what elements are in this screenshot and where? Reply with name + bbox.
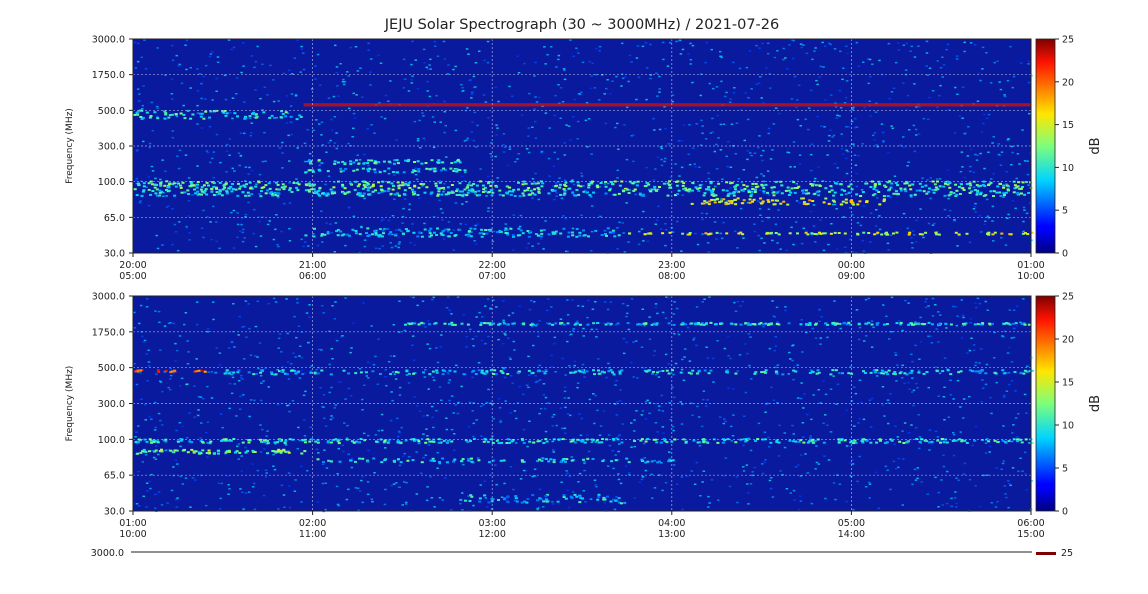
x-tick-label-top: 20:00 bbox=[119, 260, 146, 271]
partial-colorbar-tick: 25 bbox=[1061, 548, 1073, 559]
x-tick-label-top: 06:00 bbox=[1017, 518, 1044, 529]
y-tick-label: 1750.0 bbox=[92, 70, 125, 81]
colorbar-tick-label: 0 bbox=[1062, 249, 1068, 260]
y-tick-label: 500.0 bbox=[98, 363, 125, 374]
grid-lines bbox=[133, 39, 1031, 253]
x-tick-label-bottom: 08:00 bbox=[658, 271, 685, 282]
colorbar-tick-label: 25 bbox=[1062, 35, 1074, 46]
partial-third-panel: 3000.0 25 bbox=[91, 548, 1073, 559]
x-tick-label-top: 04:00 bbox=[658, 518, 685, 529]
x-tick-label-top: 23:00 bbox=[658, 260, 685, 271]
x-tick-label-bottom: 12:00 bbox=[479, 529, 506, 540]
x-tick-label-top: 22:00 bbox=[479, 260, 506, 271]
x-tick-label-bottom: 15:00 bbox=[1017, 529, 1044, 540]
y-tick-label: 30.0 bbox=[104, 507, 125, 518]
x-tick-label-bottom: 10:00 bbox=[119, 529, 146, 540]
y-tick-label: 1750.0 bbox=[92, 327, 125, 338]
colorbar-tick-label: 0 bbox=[1062, 507, 1068, 518]
y-tick-label: 65.0 bbox=[104, 213, 125, 224]
y-axis-label: Frequency (MHz) bbox=[65, 366, 75, 442]
colorbar-tick-label: 5 bbox=[1062, 464, 1068, 475]
colorbar-label: dB bbox=[1088, 137, 1103, 154]
spectrogram-panel-1: 30.0 65.0 100.0 300.0 500.0 1750.0 3000.0 Frequ… bbox=[65, 35, 1103, 283]
x-tick-label-top: 05:00 bbox=[838, 518, 865, 529]
x-tick-label-top: 01:00 bbox=[1017, 260, 1044, 271]
colorbar-tick-label: 10 bbox=[1062, 421, 1074, 432]
x-tick-label-bottom: 11:00 bbox=[299, 529, 326, 540]
colorbar-tick-label: 20 bbox=[1062, 77, 1074, 88]
y-tick-label: 500.0 bbox=[98, 106, 125, 117]
colorbar-tick-label: 15 bbox=[1062, 378, 1074, 389]
x-tick-label-top: 03:00 bbox=[479, 518, 506, 529]
x-tick-label-bottom: 14:00 bbox=[838, 529, 865, 540]
colorbar bbox=[1035, 295, 1056, 512]
x-tick-label-bottom: 05:00 bbox=[119, 271, 146, 282]
x-tick-label-bottom: 13:00 bbox=[658, 529, 685, 540]
colorbar-tick-label: 15 bbox=[1062, 120, 1074, 131]
colorbar-tick-label: 10 bbox=[1062, 163, 1074, 174]
y-tick-label: 300.0 bbox=[98, 142, 125, 153]
y-tick-label: 65.0 bbox=[104, 471, 125, 482]
y-tick-label: 3000.0 bbox=[92, 292, 125, 303]
x-tick-label-bottom: 10:00 bbox=[1017, 271, 1044, 282]
emission-bands bbox=[133, 103, 1034, 238]
y-tick-label: 100.0 bbox=[98, 177, 125, 188]
x-tick-label-bottom: 07:00 bbox=[479, 271, 506, 282]
chart-title: JEJU Solar Spectrograph (30 ~ 3000MHz) /… bbox=[384, 17, 779, 33]
spectrogram-panel-2: 30.0 65.0 100.0 300.0 500.0 1750.0 3000.0 Frequ… bbox=[65, 292, 1103, 541]
x-tick-label-top: 01:00 bbox=[119, 518, 146, 529]
colorbar-tick-label: 25 bbox=[1062, 292, 1074, 303]
x-tick-label-top: 00:00 bbox=[838, 260, 865, 271]
colorbar bbox=[1035, 38, 1056, 254]
y-tick-label: 300.0 bbox=[98, 399, 125, 410]
spectrogram-noise bbox=[133, 296, 1034, 513]
x-tick-label-top: 02:00 bbox=[299, 518, 326, 529]
y-tick-label: 30.0 bbox=[104, 249, 125, 260]
y-tick-label: 3000.0 bbox=[92, 35, 125, 46]
colorbar-label: dB bbox=[1088, 395, 1103, 412]
x-tick-label-bottom: 09:00 bbox=[838, 271, 865, 282]
colorbar-tick-label: 20 bbox=[1062, 335, 1074, 346]
y-axis-label: Frequency (MHz) bbox=[65, 108, 75, 184]
partial-ytick: 3000.0 bbox=[91, 548, 124, 559]
colorbar-tick-label: 5 bbox=[1062, 206, 1068, 217]
y-tick-label: 100.0 bbox=[98, 435, 125, 446]
x-tick-label-bottom: 06:00 bbox=[299, 271, 326, 282]
partial-colorbar bbox=[1036, 552, 1056, 555]
grid-lines bbox=[133, 296, 1031, 511]
x-tick-label-top: 21:00 bbox=[299, 260, 326, 271]
